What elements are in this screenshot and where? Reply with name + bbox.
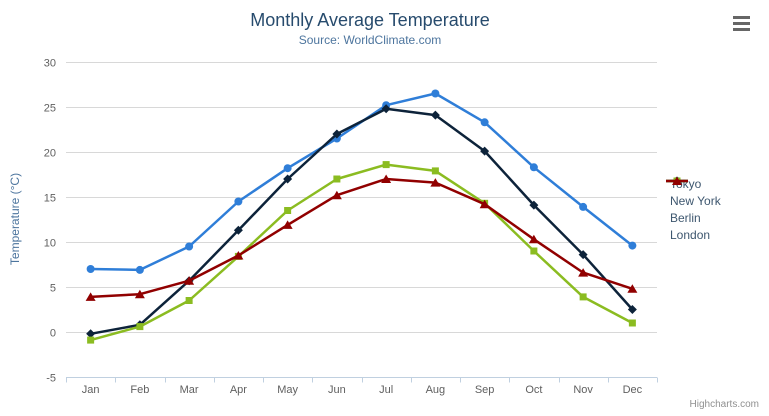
data-point-london[interactable] [331,190,342,200]
legend-item-label: London [670,227,711,242]
y-axis-tick-label: 10 [44,238,56,250]
x-axis-tick-label: May [277,384,298,396]
legend-item-label: Berlin [670,210,701,225]
highcharts-credits-link[interactable]: Highcharts.com [689,399,759,410]
data-point-tokyo[interactable] [431,89,440,98]
data-point-berlin[interactable] [284,207,292,214]
series-new-york [86,104,637,339]
export-menu-button[interactable] [733,16,750,31]
legend: Tokyo New York Berlin London [666,175,721,243]
data-point-london[interactable] [282,220,293,229]
y-axis-tick-label: -5 [46,373,56,385]
x-axis-tick-label: Apr [230,384,247,396]
series-line-berlin[interactable] [89,163,634,342]
data-point-london[interactable] [430,178,441,187]
data-point-berlin[interactable] [333,175,341,183]
data-point-london[interactable] [184,276,195,285]
data-point-new-york[interactable] [283,174,293,184]
y-axis-tick-label: 25 [44,103,56,115]
data-point-london[interactable] [479,199,490,209]
data-point-berlin[interactable] [579,293,587,301]
x-axis-tick-label: Aug [426,384,446,396]
series-tokyo [86,89,637,274]
data-point-tokyo[interactable] [579,202,588,211]
data-point-berlin[interactable] [382,161,390,169]
x-axis-tick-label: Jan [82,384,100,396]
legend-item-berlin[interactable]: Berlin [666,177,721,226]
x-axis-tick-label: Dec [623,384,643,396]
data-point-tokyo[interactable] [480,118,489,127]
data-point-new-york[interactable] [578,250,588,260]
data-point-tokyo[interactable] [529,163,538,172]
data-point-new-york[interactable] [430,110,440,120]
legend-item-london[interactable]: London [666,176,721,243]
legend-marker-triangle-icon [666,176,688,186]
data-point-tokyo[interactable] [283,164,292,173]
y-axis-tick-label: 5 [50,283,56,295]
data-point-new-york[interactable] [233,225,243,235]
data-point-new-york[interactable] [480,146,490,156]
x-axis-tick-label: Jul [379,384,393,396]
data-point-london[interactable] [134,289,145,299]
legend-marker-london[interactable] [672,176,682,186]
data-point-london[interactable] [578,268,589,277]
x-axis-tick-label: Feb [130,384,149,396]
data-point-new-york[interactable] [381,104,391,114]
data-point-tokyo[interactable] [234,197,243,206]
y-axis-tick-label: 20 [44,148,56,160]
data-point-tokyo[interactable] [628,241,637,250]
y-axis-tick-label: 30 [44,58,56,70]
hamburger-icon [733,16,750,19]
chart-subtitle: Source: WorldClimate.com [298,33,442,47]
x-axis-tick-label: Jun [328,384,346,396]
data-point-tokyo[interactable] [135,265,144,274]
x-axis-tick-label: Nov [573,384,593,396]
data-point-tokyo[interactable] [86,265,95,273]
y-axis-tick-label: 0 [50,328,56,340]
data-point-london[interactable] [85,292,96,301]
data-point-tokyo[interactable] [185,242,194,251]
data-point-london[interactable] [233,251,244,260]
data-point-berlin[interactable] [185,297,193,304]
series-line-new-york[interactable] [89,107,634,336]
data-point-new-york[interactable] [86,329,96,339]
hamburger-icon [733,28,750,31]
data-point-berlin[interactable] [431,167,439,175]
data-point-berlin[interactable] [87,336,95,344]
data-point-berlin[interactable] [530,247,538,255]
data-point-new-york[interactable] [332,129,342,139]
series-london [85,174,638,301]
x-axis-tick-label: Mar [180,384,199,396]
y-axis-tick-label: 15 [44,193,56,205]
x-axis-tick-label: Oct [525,384,542,396]
data-point-london[interactable] [528,234,539,244]
data-point-new-york[interactable] [627,305,637,314]
hamburger-icon [733,22,750,25]
x-axis-tick-label: Sep [475,384,495,396]
legend-item-new-york[interactable]: New York [666,176,721,209]
data-point-berlin[interactable] [136,323,144,331]
series-line-london[interactable] [89,177,634,299]
data-point-london[interactable] [627,284,638,293]
data-point-berlin[interactable] [628,319,636,327]
legend-item-label: New York [670,193,721,208]
data-point-london[interactable] [381,174,392,184]
chart-title: Monthly Average Temperature [250,10,490,30]
series-line-tokyo[interactable] [89,92,634,272]
data-point-new-york[interactable] [529,200,539,210]
